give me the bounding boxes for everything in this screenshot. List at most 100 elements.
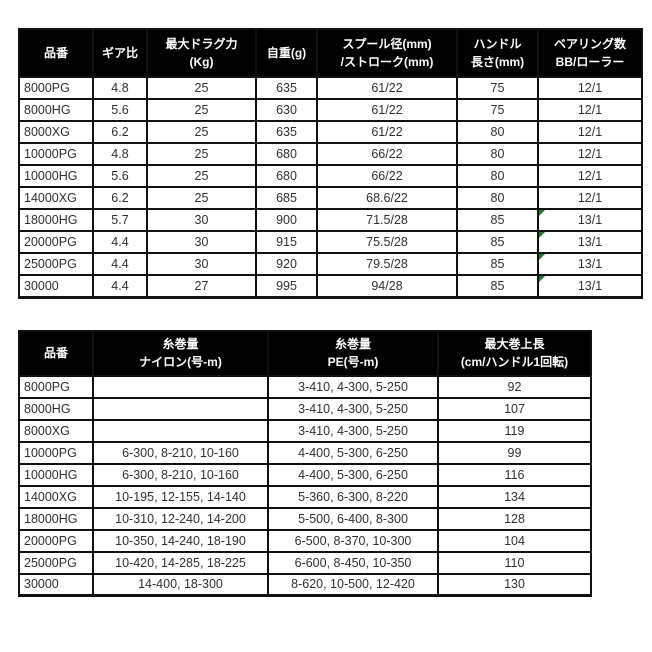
- cell-value: 25: [194, 81, 209, 95]
- cell-spool: 79.5/28: [316, 252, 458, 276]
- cell-max-drag: 25: [146, 98, 257, 122]
- cell-value: 12/1: [577, 125, 603, 139]
- cell-value: 13/1: [577, 257, 603, 271]
- cell-nylon: [92, 396, 269, 421]
- cell-nylon: 10-195, 12-155, 14-140: [92, 484, 269, 509]
- cell-pe: 4-400, 5-300, 6-250: [267, 462, 439, 487]
- table-row: 10000PG 6-300, 8-210, 10-160 4-400, 5-300,…: [18, 440, 592, 465]
- cell-value: 6-500, 8-370, 10-300: [294, 533, 412, 548]
- cell-handle: 85: [456, 252, 539, 276]
- cell-value: 134: [504, 489, 525, 504]
- table-row: 8000XG 3-410, 4-300, 5-250 119: [18, 418, 592, 443]
- cell-weight: 995: [255, 274, 318, 298]
- cell-max-retrieve: 116: [437, 462, 592, 487]
- cell-handle: 85: [456, 274, 539, 298]
- cell-value: 66/22: [371, 169, 403, 183]
- column-header-line: (Kg): [189, 55, 214, 69]
- cell-value: 13/1: [577, 278, 603, 293]
- cell-value: 4-400, 5-300, 6-250: [298, 445, 408, 460]
- cell-value: 8000HG: [24, 103, 71, 117]
- cell-spool: 66/22: [316, 142, 458, 166]
- cell-value: 10-310, 12-240, 14-200: [115, 511, 246, 526]
- cell-value: 99: [507, 445, 522, 460]
- cell-value: 30: [194, 213, 209, 227]
- cell-max-retrieve: 128: [437, 506, 592, 531]
- cell-weight: 630: [255, 98, 318, 122]
- cell-value: 68.6/22: [366, 191, 408, 205]
- cell-value: 6-300, 8-210, 10-160: [122, 467, 239, 482]
- cell-max-drag: 30: [146, 230, 257, 254]
- table-row: 8000PG 3-410, 4-300, 5-250 92: [18, 374, 592, 399]
- cell-value: 66/22: [371, 147, 403, 161]
- cell-max-drag: 25: [146, 120, 257, 144]
- cell-value: 13/1: [577, 213, 603, 227]
- cell-max-drag: 27: [146, 274, 257, 298]
- line-capacity-table-body: 8000PG 3-410, 4-300, 5-250 92 8000HG 3-410, …: [18, 374, 592, 597]
- cell-value: 92: [507, 379, 522, 394]
- cell-value: 85: [490, 235, 505, 249]
- cell-value: 75: [490, 81, 505, 95]
- cell-model: 8000HG: [18, 98, 94, 122]
- cell-value: 4.8: [111, 81, 129, 95]
- table-row: 8000HG 3-410, 4-300, 5-250 107: [18, 396, 592, 421]
- cell-model: 8000XG: [18, 418, 94, 443]
- cell-value: 3-410, 4-300, 5-250: [298, 423, 408, 438]
- cell-max-retrieve: 110: [437, 550, 592, 575]
- cell-value: 4.4: [111, 257, 129, 271]
- cell-value: 6.2: [111, 191, 129, 205]
- cell-value: 630: [276, 103, 297, 117]
- cell-max-retrieve: 134: [437, 484, 592, 509]
- table-row: 10000HG 5.6 25 680 66/22 80 12/1: [18, 164, 643, 188]
- cell-value: 61/22: [371, 103, 403, 117]
- cell-max-retrieve: 104: [437, 528, 592, 553]
- cell-weight: 900: [255, 208, 318, 232]
- cell-handle: 75: [456, 98, 539, 122]
- cell-bearing: 13/1: [537, 274, 643, 298]
- table-row: 20000PG 10-350, 14-240, 18-190 6-500, 8-37…: [18, 528, 592, 553]
- cell-model: 10000HG: [18, 164, 94, 188]
- cell-value: 75.5/28: [366, 235, 408, 249]
- cell-value: 30: [194, 257, 209, 271]
- column-header-line: 糸巻量: [334, 337, 371, 351]
- cell-value: 25: [194, 191, 209, 205]
- comment-corner-icon: [540, 211, 545, 216]
- cell-value: 10000HG: [24, 169, 78, 183]
- cell-gear-ratio: 5.6: [92, 164, 148, 188]
- cell-value: 85: [490, 213, 505, 227]
- cell-gear-ratio: 5.6: [92, 98, 148, 122]
- cell-handle: 80: [456, 164, 539, 188]
- cell-value: 6-300, 8-210, 10-160: [122, 445, 239, 460]
- cell-model: 8000PG: [18, 76, 94, 100]
- cell-model: 30000: [18, 274, 94, 298]
- cell-value: 12/1: [577, 169, 603, 183]
- cell-value: 80: [490, 191, 505, 205]
- column-header-line: ナイロン(号-m): [139, 355, 222, 369]
- cell-spool: 68.6/22: [316, 186, 458, 210]
- table-row: 10000HG 6-300, 8-210, 10-160 4-400, 5-300,…: [18, 462, 592, 487]
- comment-corner-icon: [540, 255, 545, 260]
- cell-bearing: 13/1: [537, 252, 643, 276]
- cell-bearing: 13/1: [537, 230, 643, 254]
- column-header-line: ギア比: [101, 46, 138, 60]
- cell-gear-ratio: 4.4: [92, 274, 148, 298]
- reel-spec-table-header: 品番 ギア比 最大ドラグ力 (Kg) 自重(g) スプール径(mm) /ストローク(mm) ハ…: [18, 28, 643, 78]
- cell-spool: 94/28: [316, 274, 458, 298]
- cell-value: 3-410, 4-300, 5-250: [298, 379, 408, 394]
- cell-value: 25: [194, 147, 209, 161]
- cell-value: 30: [194, 235, 209, 249]
- cell-value: 14000XG: [24, 191, 77, 205]
- cell-pe: 4-400, 5-300, 6-250: [267, 440, 439, 465]
- cell-model: 25000PG: [18, 550, 94, 575]
- cell-max-drag: 25: [146, 76, 257, 100]
- cell-model: 18000HG: [18, 506, 94, 531]
- cell-value: 5-500, 6-400, 8-300: [298, 511, 408, 526]
- cell-nylon: [92, 374, 269, 399]
- cell-model: 20000PG: [18, 230, 94, 254]
- cell-spool: 71.5/28: [316, 208, 458, 232]
- cell-value: 635: [276, 125, 297, 139]
- cell-value: 10-350, 14-240, 18-190: [115, 533, 246, 548]
- cell-spool: 61/22: [316, 98, 458, 122]
- cell-max-drag: 25: [146, 142, 257, 166]
- cell-handle: 75: [456, 76, 539, 100]
